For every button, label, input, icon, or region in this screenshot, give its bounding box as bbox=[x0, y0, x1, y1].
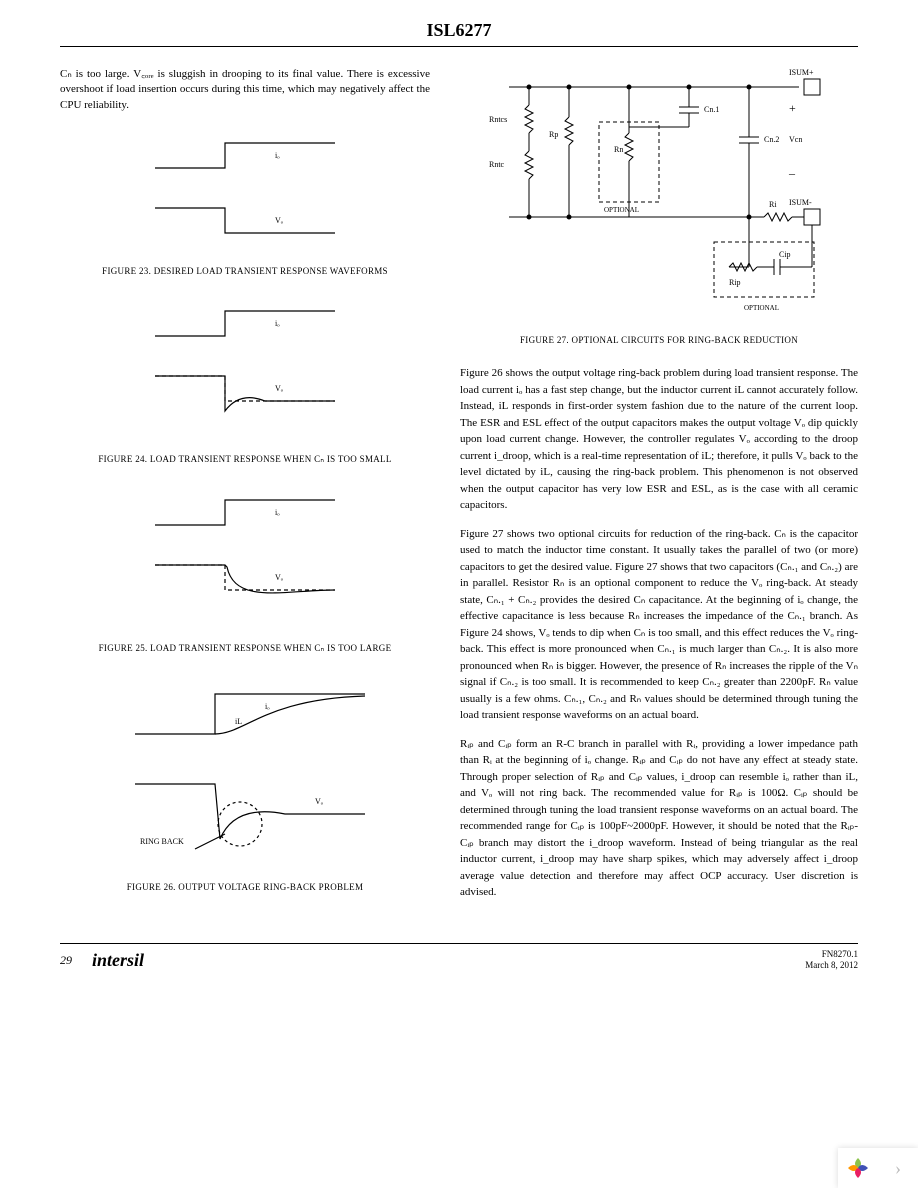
fig23-svg: iₒ Vₒ bbox=[115, 128, 375, 258]
svg-text:Ri: Ri bbox=[769, 200, 777, 209]
brand-logo: intersil bbox=[92, 950, 144, 971]
widget-logo-icon[interactable] bbox=[838, 1148, 878, 1188]
svg-text:RING BACK: RING BACK bbox=[140, 837, 184, 846]
svg-text:Rn: Rn bbox=[614, 145, 623, 154]
svg-text:Vₒ: Vₒ bbox=[275, 573, 284, 582]
svg-text:ISUM+: ISUM+ bbox=[789, 68, 814, 77]
paragraph-1: Figure 26 shows the output voltage ring-… bbox=[460, 365, 858, 514]
svg-text:Cn.1: Cn.1 bbox=[704, 105, 719, 114]
fig23-caption: FIGURE 23. DESIRED LOAD TRANSIENT RESPON… bbox=[60, 266, 430, 276]
page-title: ISL6277 bbox=[60, 20, 858, 47]
right-column: ISUM+ Rntcs Rntc Rp bbox=[460, 67, 858, 913]
svg-text:+: + bbox=[789, 101, 796, 115]
svg-text:Vₒ: Vₒ bbox=[275, 384, 284, 393]
chevron-right-icon[interactable]: › bbox=[878, 1148, 918, 1188]
page-number: 29 bbox=[60, 953, 72, 968]
svg-text:ISUM-: ISUM- bbox=[789, 198, 812, 207]
svg-text:Rip: Rip bbox=[729, 278, 741, 287]
fig26-caption: FIGURE 26. OUTPUT VOLTAGE RING-BACK PROB… bbox=[60, 882, 430, 892]
fig25-caption: FIGURE 25. LOAD TRANSIENT RESPONSE WHEN … bbox=[60, 643, 430, 654]
fig26-svg: iₒ iL Vₒ RING BACK bbox=[85, 674, 405, 874]
figure-27: ISUM+ Rntcs Rntc Rp bbox=[460, 67, 858, 345]
svg-text:iₒ: iₒ bbox=[275, 151, 280, 160]
fig24-caption: FIGURE 24. LOAD TRANSIENT RESPONSE WHEN … bbox=[60, 454, 430, 465]
fig27-caption: FIGURE 27. OPTIONAL CIRCUITS FOR RING-BA… bbox=[460, 335, 858, 345]
svg-text:iₒ: iₒ bbox=[265, 702, 270, 711]
fig24-svg: iₒ Vₒ bbox=[115, 296, 375, 446]
paragraph-2: Figure 27 shows two optional circuits fo… bbox=[460, 526, 858, 724]
fig27-svg: ISUM+ Rntcs Rntc Rp bbox=[469, 67, 849, 327]
nav-widget: › bbox=[838, 1148, 918, 1188]
page-footer: 29 intersil FN8270.1 March 8, 2012 bbox=[60, 943, 858, 972]
svg-text:Rntc: Rntc bbox=[489, 160, 505, 169]
figure-24: iₒ Vₒ FIGURE 24. LOAD TRANSIENT RESPONSE… bbox=[60, 296, 430, 465]
paragraph-3: Rᵢₚ and Cᵢₚ form an R-C branch in parall… bbox=[460, 736, 858, 901]
doc-number: FN8270.1 bbox=[805, 949, 858, 961]
figure-26: iₒ iL Vₒ RING BACK FIGURE 26. OUTPUT VOL bbox=[60, 674, 430, 892]
svg-text:–: – bbox=[788, 166, 796, 180]
svg-text:Vcn: Vcn bbox=[789, 135, 802, 144]
content-columns: Cₙ is too large. V꜀ₒᵣₑ is sluggish in dr… bbox=[60, 67, 858, 913]
fig25-svg: iₒ Vₒ bbox=[115, 485, 375, 635]
left-column: Cₙ is too large. V꜀ₒᵣₑ is sluggish in dr… bbox=[60, 67, 430, 913]
doc-date: March 8, 2012 bbox=[805, 960, 858, 972]
svg-text:Rntcs: Rntcs bbox=[489, 115, 507, 124]
svg-text:OPTIONAL: OPTIONAL bbox=[744, 304, 779, 312]
svg-text:iₒ: iₒ bbox=[275, 508, 280, 517]
svg-text:Rp: Rp bbox=[549, 130, 558, 139]
figure-23: iₒ Vₒ FIGURE 23. DESIRED LOAD TRANSIENT … bbox=[60, 128, 430, 276]
figure-25: iₒ Vₒ FIGURE 25. LOAD TRANSIENT RESPONSE… bbox=[60, 485, 430, 654]
svg-text:iL: iL bbox=[235, 717, 242, 726]
intro-paragraph: Cₙ is too large. V꜀ₒᵣₑ is sluggish in dr… bbox=[60, 67, 430, 113]
svg-text:Cn.2: Cn.2 bbox=[764, 135, 779, 144]
svg-text:OPTIONAL: OPTIONAL bbox=[604, 206, 639, 214]
svg-text:Cip: Cip bbox=[779, 250, 791, 259]
svg-text:iₒ: iₒ bbox=[275, 319, 280, 328]
svg-text:Vₒ: Vₒ bbox=[275, 216, 284, 225]
svg-text:Vₒ: Vₒ bbox=[315, 797, 324, 806]
